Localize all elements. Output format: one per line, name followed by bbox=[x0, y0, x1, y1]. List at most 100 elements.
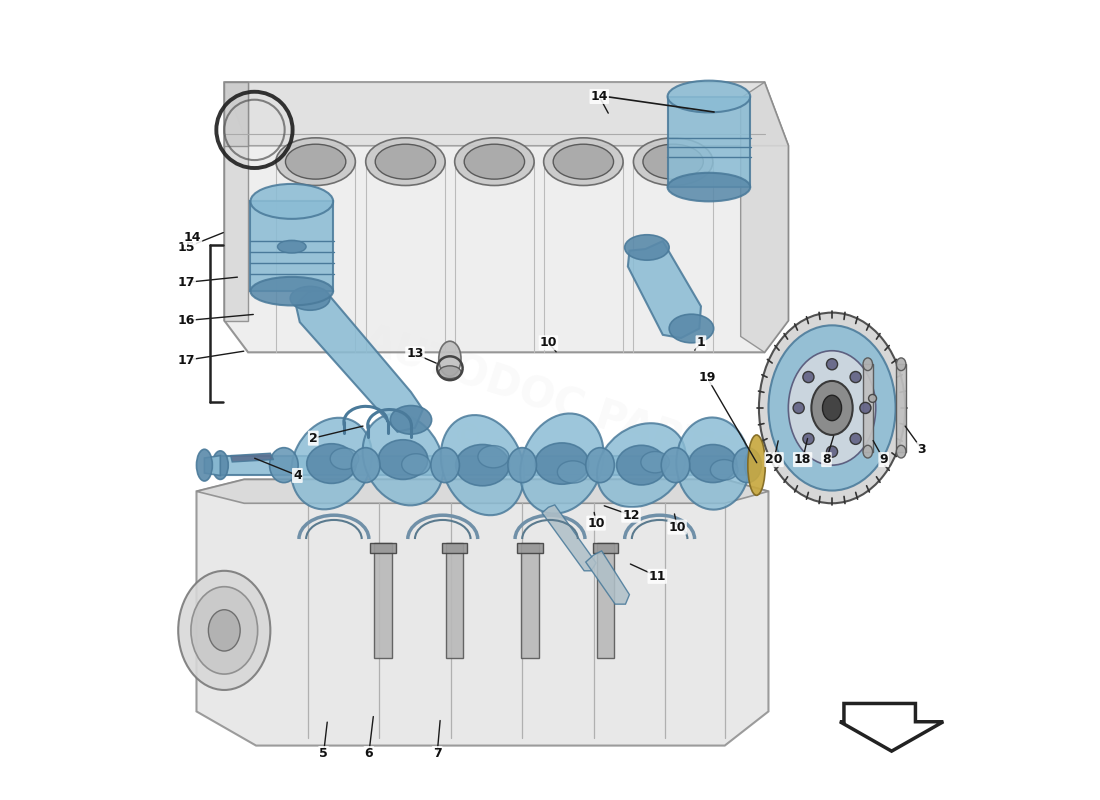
Polygon shape bbox=[296, 289, 422, 432]
Ellipse shape bbox=[431, 448, 460, 482]
Ellipse shape bbox=[520, 414, 604, 514]
Text: 17: 17 bbox=[177, 354, 195, 366]
Ellipse shape bbox=[676, 418, 749, 510]
Ellipse shape bbox=[307, 444, 356, 483]
Ellipse shape bbox=[553, 144, 614, 179]
Text: 8: 8 bbox=[822, 453, 830, 466]
Text: 10: 10 bbox=[540, 336, 558, 350]
Text: © clickaparts: © clickaparts bbox=[448, 418, 652, 509]
Ellipse shape bbox=[390, 406, 431, 434]
Ellipse shape bbox=[896, 446, 906, 458]
Polygon shape bbox=[668, 97, 750, 187]
Ellipse shape bbox=[508, 448, 537, 482]
Ellipse shape bbox=[277, 240, 306, 253]
Ellipse shape bbox=[363, 414, 443, 506]
Circle shape bbox=[850, 371, 861, 382]
Ellipse shape bbox=[689, 445, 737, 482]
Ellipse shape bbox=[330, 448, 359, 470]
Ellipse shape bbox=[270, 448, 298, 482]
Ellipse shape bbox=[290, 286, 330, 310]
Ellipse shape bbox=[477, 446, 509, 468]
Text: 20: 20 bbox=[766, 453, 783, 466]
Polygon shape bbox=[597, 543, 614, 658]
Text: 10: 10 bbox=[587, 517, 605, 530]
Text: 6: 6 bbox=[364, 747, 373, 760]
Ellipse shape bbox=[351, 448, 380, 482]
Ellipse shape bbox=[191, 586, 257, 674]
Ellipse shape bbox=[597, 423, 685, 507]
Polygon shape bbox=[442, 543, 468, 553]
Polygon shape bbox=[224, 82, 789, 352]
Ellipse shape bbox=[212, 451, 229, 479]
Ellipse shape bbox=[543, 138, 623, 186]
Text: 15: 15 bbox=[177, 241, 195, 254]
Ellipse shape bbox=[439, 366, 461, 378]
Polygon shape bbox=[220, 456, 752, 475]
Polygon shape bbox=[446, 543, 463, 658]
Text: 9: 9 bbox=[879, 453, 888, 466]
Polygon shape bbox=[224, 82, 249, 321]
Circle shape bbox=[826, 358, 837, 370]
Polygon shape bbox=[542, 505, 596, 571]
Text: 13: 13 bbox=[406, 347, 424, 361]
Text: 7: 7 bbox=[432, 747, 441, 760]
Ellipse shape bbox=[378, 440, 428, 479]
Circle shape bbox=[803, 434, 814, 445]
Circle shape bbox=[803, 371, 814, 382]
Text: 2: 2 bbox=[309, 432, 318, 445]
Text: 1: 1 bbox=[696, 336, 705, 350]
Text: 10: 10 bbox=[669, 521, 686, 534]
Polygon shape bbox=[517, 543, 543, 553]
Ellipse shape bbox=[668, 173, 750, 202]
Polygon shape bbox=[371, 543, 396, 553]
Text: 5: 5 bbox=[319, 747, 328, 760]
Circle shape bbox=[860, 402, 871, 414]
Polygon shape bbox=[224, 82, 249, 146]
Ellipse shape bbox=[864, 446, 872, 458]
Ellipse shape bbox=[823, 395, 842, 421]
Polygon shape bbox=[197, 479, 769, 503]
Ellipse shape bbox=[669, 314, 714, 342]
Ellipse shape bbox=[769, 326, 895, 490]
Ellipse shape bbox=[641, 451, 670, 473]
Ellipse shape bbox=[661, 448, 690, 482]
Ellipse shape bbox=[439, 342, 461, 376]
Ellipse shape bbox=[634, 138, 713, 186]
Ellipse shape bbox=[625, 234, 669, 260]
Ellipse shape bbox=[441, 415, 525, 515]
Ellipse shape bbox=[251, 277, 333, 306]
Ellipse shape bbox=[251, 184, 333, 219]
Polygon shape bbox=[586, 551, 629, 604]
Ellipse shape bbox=[668, 81, 750, 113]
Polygon shape bbox=[864, 364, 872, 452]
Ellipse shape bbox=[585, 448, 614, 482]
Text: AUTODOC PARTS: AUTODOC PARTS bbox=[358, 319, 742, 481]
Text: 12: 12 bbox=[623, 509, 640, 522]
Ellipse shape bbox=[642, 144, 703, 179]
Text: 14: 14 bbox=[591, 90, 608, 103]
Ellipse shape bbox=[733, 448, 761, 482]
Polygon shape bbox=[840, 703, 944, 751]
Text: 18: 18 bbox=[794, 453, 812, 466]
Ellipse shape bbox=[711, 460, 738, 480]
Text: 17: 17 bbox=[177, 276, 195, 289]
Text: 11: 11 bbox=[649, 570, 666, 583]
Ellipse shape bbox=[286, 144, 345, 179]
Polygon shape bbox=[521, 543, 539, 658]
Ellipse shape bbox=[276, 138, 355, 186]
Circle shape bbox=[869, 394, 877, 402]
Ellipse shape bbox=[375, 144, 436, 179]
Polygon shape bbox=[628, 241, 701, 338]
Ellipse shape bbox=[617, 446, 667, 485]
Ellipse shape bbox=[178, 571, 271, 690]
Ellipse shape bbox=[864, 358, 872, 370]
Polygon shape bbox=[896, 364, 906, 452]
Polygon shape bbox=[205, 456, 220, 475]
Ellipse shape bbox=[535, 443, 589, 484]
Polygon shape bbox=[374, 543, 392, 658]
Circle shape bbox=[850, 434, 861, 445]
Polygon shape bbox=[197, 479, 769, 746]
Text: 14: 14 bbox=[184, 230, 201, 244]
Ellipse shape bbox=[208, 610, 240, 651]
Ellipse shape bbox=[759, 313, 905, 503]
